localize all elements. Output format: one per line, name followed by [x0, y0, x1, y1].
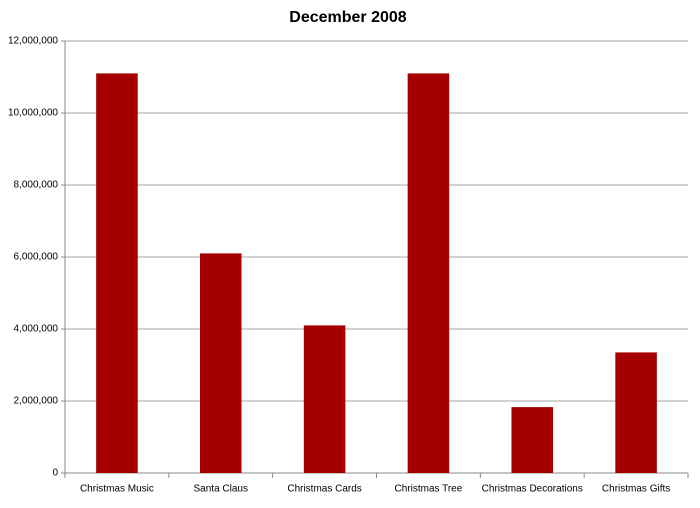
x-tick-label: Christmas Decorations	[482, 484, 583, 495]
bar	[511, 407, 554, 473]
x-tick-label: Christmas Cards	[287, 484, 361, 495]
y-tick-label: 12,000,000	[8, 36, 58, 47]
bar	[96, 73, 138, 474]
bar	[303, 325, 346, 473]
y-tick-label: 0	[52, 468, 58, 479]
x-tick-label: Santa Claus	[194, 484, 248, 495]
y-tick-label: 8,000,000	[14, 180, 59, 191]
chart-title: December 2008	[289, 9, 407, 26]
bar	[615, 352, 657, 473]
y-tick-label: 4,000,000	[14, 324, 59, 335]
y-tick-label: 10,000,000	[8, 108, 58, 119]
y-tick-label: 6,000,000	[14, 252, 59, 263]
x-tick-label: Christmas Tree	[395, 484, 463, 495]
bar	[407, 73, 450, 474]
x-tick-label: Christmas Gifts	[602, 484, 670, 495]
x-tick-label: Christmas Music	[80, 484, 154, 495]
y-tick-label: 2,000,000	[14, 396, 59, 407]
bar	[199, 253, 242, 473]
